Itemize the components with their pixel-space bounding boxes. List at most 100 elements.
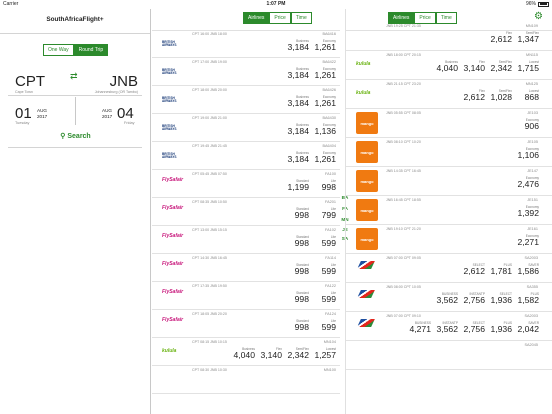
flight-row[interactable]: mango JNB 16:45 CPT 18:55 JE151 Economy 1,39…	[346, 196, 552, 225]
kulula-logo: kulula	[356, 90, 371, 96]
round-trip-button[interactable]: Round Trip	[73, 44, 109, 56]
fare-option[interactable]: SemiFlex 2,342	[490, 60, 512, 73]
fare-option[interactable]: Standard 998	[295, 319, 309, 332]
fare-option[interactable]: Economy 1,261	[314, 151, 336, 164]
flight-row[interactable]: BRITISH AIRWAYS CPT 16:00 JNB 18:00 BA6416…	[152, 30, 340, 58]
fare-option[interactable]: Lite 599	[322, 263, 336, 276]
sort-time-tab[interactable]: Time	[435, 12, 457, 24]
fare-option[interactable]: Economy 2,476	[517, 176, 539, 189]
fare-option[interactable]: BUSINESS 3,562	[436, 292, 458, 305]
fare-option[interactable]: Business 3,184	[287, 123, 309, 136]
sort-airlines-tab[interactable]: Airlines	[243, 12, 270, 24]
fare-option[interactable]: Lite 599	[322, 319, 336, 332]
fare-option[interactable]: Business 3,184	[287, 95, 309, 108]
fare-option[interactable]: Lowest 868	[525, 89, 539, 102]
fare-option[interactable]: Standard 998	[295, 207, 309, 220]
section-index-item[interactable]: BA	[341, 195, 349, 200]
flight-row[interactable]: kulula JNB 21:15 CPT 23:20 MN125 Flex 2,612 S…	[346, 80, 552, 109]
flight-row[interactable]: JNB 19:25 CPT 21:35 MN109 Flex 2,612 SemiFle…	[346, 22, 552, 51]
flight-row[interactable]: FlySafair CPT 05:45 JNB 07:50 FA100 Standar…	[152, 170, 340, 198]
fare-option[interactable]: Flex 2,612	[463, 89, 485, 102]
flight-row[interactable]: kulula JNB 18:00 CPT 20:15 MN115 Business 4,…	[346, 51, 552, 80]
fare-option[interactable]: Lowest 1,257	[314, 347, 336, 360]
fare-option[interactable]: Standard 998	[295, 291, 309, 304]
flight-row[interactable]: FlySafair CPT 08:35 JNB 10:50 FA201 Standar…	[152, 198, 340, 226]
fare-option[interactable]: SemiFlex 2,342	[287, 347, 309, 360]
fare-option[interactable]: SAVER 1,586	[517, 263, 539, 276]
fare-price: 3,562	[436, 324, 458, 334]
flight-row[interactable]: BRITISH AIRWAYS CPT 17:00 JNB 19:00 BA6422…	[152, 58, 340, 86]
fare-option[interactable]: Economy 1,106	[517, 147, 539, 160]
sort-airlines-tab[interactable]: Airlines	[388, 12, 415, 24]
fare-option[interactable]: Lite 799	[322, 207, 336, 220]
fare-option[interactable]: PLUS 1,936	[490, 321, 512, 334]
flight-row[interactable]: CPT 08:30 JNB 10:30 MN100	[152, 366, 340, 394]
fare-option[interactable]: Lite 599	[322, 291, 336, 304]
fare-option[interactable]: SemiFlex 1,028	[490, 89, 512, 102]
search-divider	[8, 147, 142, 148]
flight-row[interactable]: BRITISH AIRWAYS CPT 19:45 JNB 21:45 BA6404…	[152, 142, 340, 170]
fare-option[interactable]: Economy 1,261	[314, 95, 336, 108]
one-way-button[interactable]: One Way	[43, 44, 74, 56]
fare-option[interactable]: Economy 1,392	[517, 205, 539, 218]
flight-row[interactable]: FlySafair CPT 18:05 JNB 20:20 FA124 Standar…	[152, 310, 340, 338]
search-button[interactable]: ⚲ Search	[0, 132, 151, 140]
fare-option[interactable]: Economy 1,261	[314, 39, 336, 52]
fare-option[interactable]: INSTANTP 3,562	[436, 321, 458, 334]
flight-row[interactable]: JNB 07:00 CPT 09:10 SA2003 BUSINESS 4,271 IN…	[346, 312, 552, 341]
fare-option[interactable]: PLUS 1,582	[517, 292, 539, 305]
flight-row[interactable]: BRITISH AIRWAYS CPT 19:00 JNB 21:00 BA6430…	[152, 114, 340, 142]
flight-row[interactable]: mango JNB 08:10 CPT 10:20 JE105 Economy 1,10…	[346, 138, 552, 167]
fare-option[interactable]: PLUS 1,781	[490, 263, 512, 276]
fare-option[interactable]: Business 3,184	[287, 151, 309, 164]
flight-row[interactable]: JNB 08:00 CPT 10:05 SA355 BUSINESS 3,562 INS…	[346, 283, 552, 312]
sort-price-tab[interactable]: Price	[414, 12, 436, 24]
fare-option[interactable]: Business 4,040	[436, 60, 458, 73]
destination-code[interactable]: JNB	[109, 73, 138, 90]
flight-row[interactable]: mango JNB 19:10 CPT 21:20 JE161 Economy 2,27…	[346, 225, 552, 254]
fare-class-label: Economy	[525, 234, 539, 238]
flight-row[interactable]: mango JNB 14:35 CPT 16:45 JE147 Economy 2,47…	[346, 167, 552, 196]
fare-option[interactable]: Standard 998	[295, 235, 309, 248]
fare-option[interactable]: INSTANTP 2,756	[463, 292, 485, 305]
fare-option[interactable]: Flex 2,612	[490, 31, 512, 44]
fare-option[interactable]: Business 3,184	[287, 39, 309, 52]
fare-option[interactable]: SemiFlex 1,347	[517, 31, 539, 44]
fare-option[interactable]: Economy 1,136	[314, 123, 336, 136]
fare-option[interactable]: SELECT 1,936	[490, 292, 512, 305]
gear-icon[interactable]: ⚙	[534, 11, 543, 22]
fare-option[interactable]: SELECT 2,612	[463, 263, 485, 276]
fare-option[interactable]: Flex 3,140	[463, 60, 485, 73]
swap-icon[interactable]: ⇄	[70, 71, 78, 81]
sort-time-tab[interactable]: Time	[290, 12, 312, 24]
flight-row[interactable]: FlySafair CPT 14:30 JNB 16:45 FA114 Standar…	[152, 254, 340, 282]
fare-option[interactable]: Flex 3,140	[260, 347, 282, 360]
return-year: 2017	[102, 114, 113, 119]
flight-row[interactable]: mango JNB 05:55 CPT 08:05 JE103 Economy 906	[346, 109, 552, 138]
flight-row[interactable]: SA2045	[346, 341, 552, 370]
origin-code[interactable]: CPT	[15, 73, 45, 90]
fare-option[interactable]: Economy 2,271	[517, 234, 539, 247]
sort-price-tab[interactable]: Price	[269, 12, 291, 24]
flight-row[interactable]: FlySafair CPT 17:35 JNB 19:50 FA122 Standar…	[152, 282, 340, 310]
fare-option[interactable]: Economy 1,261	[314, 67, 336, 80]
fare-option[interactable]: Business 4,040	[233, 347, 255, 360]
fare-option[interactable]: Standard 1,199	[287, 179, 309, 192]
section-index-item[interactable]: SA	[341, 236, 349, 241]
fare-option[interactable]: Lite 599	[322, 235, 336, 248]
fare-option[interactable]: Lowest 1,715	[517, 60, 539, 73]
fare-option[interactable]: Lite 998	[322, 179, 336, 192]
flight-row[interactable]: JNB 07:00 CPT 09:05 SA2003 SELECT 2,612 PLUS…	[346, 254, 552, 283]
fare-class-label: Economy	[322, 39, 336, 43]
fare-price: 1,936	[490, 324, 512, 334]
flight-row[interactable]: BRITISH AIRWAYS CPT 18:00 JNB 20:00 BA6426…	[152, 86, 340, 114]
fare-option[interactable]: Business 3,184	[287, 67, 309, 80]
flight-times: JNB 19:10 CPT 21:20	[386, 227, 421, 231]
fare-option[interactable]: Economy 906	[525, 118, 539, 131]
flight-row[interactable]: kulula CPT 08:15 JNB 10:15 MN104 Business 4,…	[152, 338, 340, 366]
fare-option[interactable]: SELECT 2,756	[463, 321, 485, 334]
flight-row[interactable]: FlySafair CPT 13:00 JNB 15:15 FA102 Standar…	[152, 226, 340, 254]
fare-option[interactable]: Standard 998	[295, 263, 309, 276]
fare-option[interactable]: BUSINESS 4,271	[409, 321, 431, 334]
fare-option[interactable]: SAVER 2,042	[517, 321, 539, 334]
